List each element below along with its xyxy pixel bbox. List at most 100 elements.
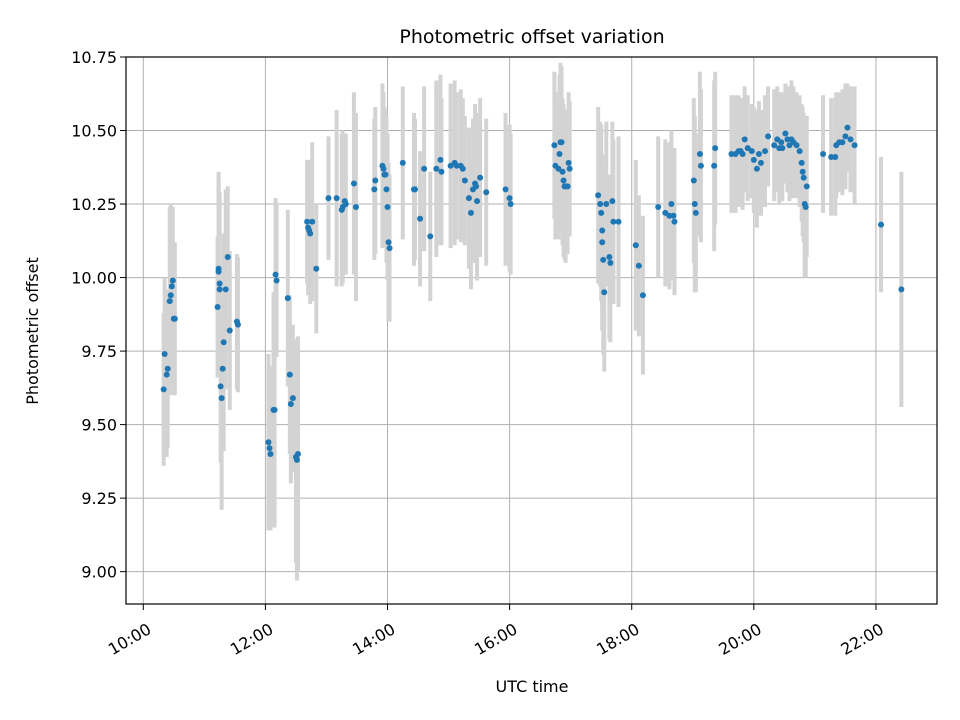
data-point [386, 245, 393, 252]
y-tick-label: 10.50 [71, 122, 117, 141]
data-point [222, 286, 229, 293]
data-point [293, 456, 300, 463]
data-point [779, 145, 786, 152]
data-point [473, 183, 480, 190]
data-point [670, 212, 677, 219]
data-point [459, 165, 466, 172]
data-point [160, 386, 167, 393]
data-point [615, 218, 622, 225]
data-point [372, 177, 379, 184]
data-point [325, 195, 332, 202]
data-point [164, 365, 171, 372]
data-point [851, 142, 858, 149]
data-point [226, 327, 233, 334]
data-point [711, 162, 718, 169]
data-point [671, 218, 678, 225]
data-point [215, 268, 222, 275]
data-point [739, 151, 746, 158]
data-point [427, 233, 434, 240]
data-point [600, 256, 607, 263]
data-point [384, 203, 391, 210]
y-tick-label: 10.25 [71, 195, 117, 214]
data-point [844, 124, 851, 131]
data-point [167, 292, 174, 299]
data-point [757, 159, 764, 166]
data-point [558, 139, 565, 146]
data-point [286, 371, 293, 378]
data-point [595, 192, 602, 199]
data-point [690, 177, 697, 184]
data-point [803, 183, 810, 190]
data-point [556, 151, 563, 158]
data-point [382, 171, 389, 178]
data-point [333, 195, 340, 202]
data-point [750, 156, 757, 163]
data-point [655, 203, 662, 210]
data-point [433, 165, 440, 172]
data-point [214, 303, 221, 310]
data-point [399, 159, 406, 166]
data-point [169, 277, 176, 284]
y-tick-label: 9.25 [81, 489, 117, 508]
data-point [217, 383, 224, 390]
data-point [603, 201, 610, 208]
data-point [417, 215, 424, 222]
data-point [267, 451, 274, 458]
data-point [771, 142, 778, 149]
data-point [352, 203, 359, 210]
data-point [551, 142, 558, 149]
data-point [380, 165, 387, 172]
data-point [163, 371, 170, 378]
data-point [307, 230, 314, 237]
data-point [350, 180, 357, 187]
data-point [847, 136, 854, 143]
data-point [219, 365, 226, 372]
data-point [273, 277, 280, 284]
data-point [839, 139, 846, 146]
data-point [309, 218, 316, 225]
data-point [798, 159, 805, 166]
data-point [755, 151, 762, 158]
data-point [599, 227, 606, 234]
data-point [609, 198, 616, 205]
data-point [289, 395, 296, 402]
data-point [342, 201, 349, 208]
data-point [284, 295, 291, 302]
data-point [832, 153, 839, 160]
data-point [599, 239, 606, 246]
data-point [313, 265, 320, 272]
data-point [697, 162, 704, 169]
data-point [421, 165, 428, 172]
data-point [762, 148, 769, 155]
data-point [371, 186, 378, 193]
data-point [610, 218, 617, 225]
data-point [437, 156, 444, 163]
data-point [748, 148, 755, 155]
data-point [294, 451, 301, 458]
data-point [477, 174, 484, 181]
data-point [565, 159, 572, 166]
data-points [160, 124, 905, 463]
data-point [601, 289, 608, 296]
data-point [507, 201, 514, 208]
data-point [635, 262, 642, 269]
data-point [411, 186, 418, 193]
data-point [385, 239, 392, 246]
data-point [606, 253, 613, 260]
data-point [696, 151, 703, 158]
plot-frame [125, 56, 938, 605]
data-point [878, 221, 885, 228]
data-point [166, 298, 173, 305]
data-point [218, 395, 225, 402]
data-point [560, 177, 567, 184]
data-point [168, 283, 175, 290]
data-point [712, 145, 719, 152]
y-axis-ticks: 9.00 9.25 9.50 9.75 10.00 10.25 10.50 10.75 [71, 48, 126, 582]
data-point [304, 218, 311, 225]
data-point [632, 242, 639, 249]
data-point [465, 195, 472, 202]
data-point [216, 286, 223, 293]
data-point [266, 445, 273, 452]
data-point [216, 280, 223, 287]
data-point [793, 142, 800, 149]
